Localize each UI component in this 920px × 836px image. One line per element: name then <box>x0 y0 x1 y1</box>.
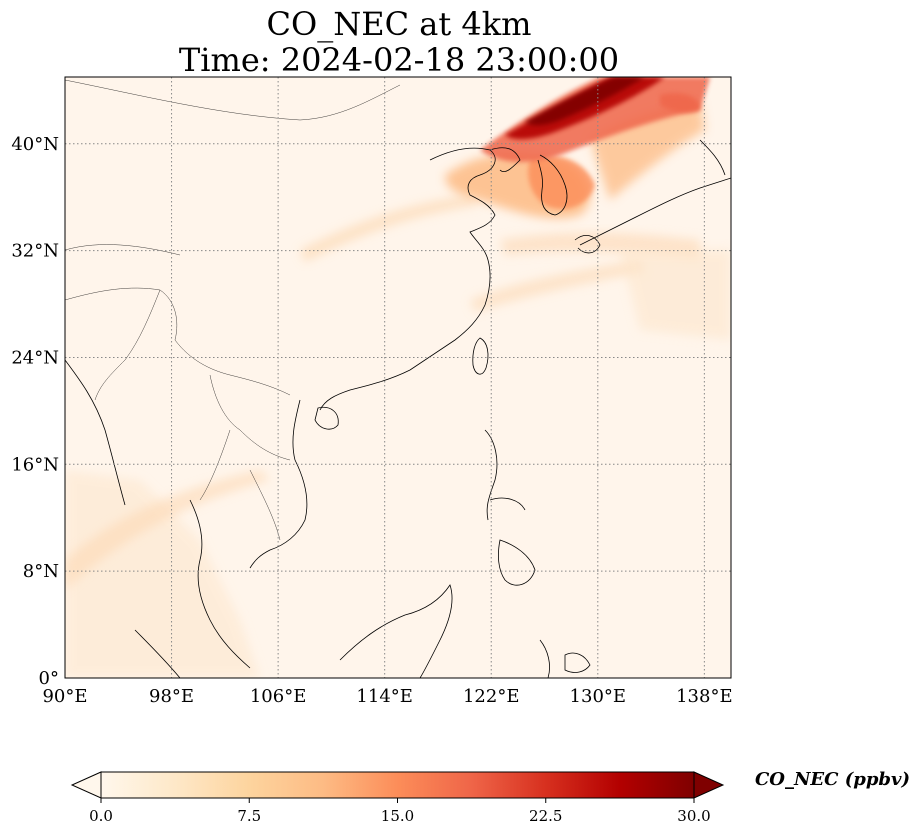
plume-pacific-diffuse <box>620 250 731 340</box>
lat-tick-label: 8°N <box>23 561 59 582</box>
colorbar-tick-label: 7.5 <box>237 807 261 825</box>
colorbar-label: CO_NEC (ppbv) <box>754 769 910 790</box>
coast-china <box>319 147 496 411</box>
country-borders <box>65 79 401 541</box>
lon-tick-label: 138°E <box>676 686 733 707</box>
coast-sulawesi <box>539 639 550 678</box>
lat-tick-label: 40°N <box>11 134 59 155</box>
plume-southwest-haze <box>65 470 260 678</box>
coast-hokkaido <box>699 139 726 176</box>
coast-luzon <box>484 429 498 521</box>
lon-tick-label: 130°E <box>570 686 627 707</box>
colorbar-tick-label: 22.5 <box>529 807 562 825</box>
lon-tick-label: 98°E <box>149 686 194 707</box>
coast-visayas <box>489 497 526 511</box>
colorbar: 0.0 7.5 15.0 22.5 30.0 <box>70 771 725 825</box>
map-title: CO_NEC at 4km <box>266 5 532 43</box>
lon-tick-label: 90°E <box>42 686 87 707</box>
lat-tick-label: 32°N <box>11 241 59 262</box>
colorbar-extend-left <box>70 771 102 799</box>
lat-tick-label: 0° <box>39 668 59 689</box>
plume-east-sea-band <box>470 260 645 312</box>
colorbar-tick-label: 30.0 <box>677 807 710 825</box>
plume-manchuria-outer <box>480 77 710 162</box>
coast-newguinea <box>564 652 591 673</box>
coast-borneo <box>339 584 453 678</box>
gridlines <box>65 77 731 678</box>
lon-tick-label: 114°E <box>356 686 413 707</box>
coast-myanmar <box>65 359 126 506</box>
coast-japan <box>579 177 731 246</box>
coastlines <box>65 139 731 678</box>
map-subtitle-time: Time: 2024-02-18 23:00:00 <box>178 41 620 79</box>
coast-thailand <box>189 499 251 669</box>
coast-japan-kyushu <box>574 235 601 254</box>
coast-taiwan <box>472 337 489 375</box>
coast-bohai <box>489 147 521 173</box>
plume-northeast-patch <box>660 93 700 113</box>
coast-sumatra <box>134 629 181 678</box>
colorbar-tick-label: 0.0 <box>89 807 113 825</box>
plume-korea-core <box>528 156 595 209</box>
lat-tick-labels: 0° 8°N 16°N 24°N 32°N 40°N <box>11 134 59 689</box>
coast-korea <box>537 154 568 216</box>
coast-hainan <box>314 406 339 430</box>
plume-central-china-band <box>300 195 480 262</box>
lon-tick-label: 106°E <box>250 686 307 707</box>
co-concentration-field <box>65 77 731 678</box>
colorbar-extend-right <box>693 771 725 799</box>
lat-tick-label: 16°N <box>11 454 59 475</box>
plume-west-band <box>65 470 270 590</box>
coast-mindanao <box>498 539 536 586</box>
lat-tick-label: 24°N <box>11 347 59 368</box>
lon-tick-labels: 90°E 98°E 106°E 114°E 122°E 130°E 138°E <box>42 686 732 707</box>
lon-tick-label: 122°E <box>463 686 520 707</box>
colorbar-gradient <box>100 771 695 799</box>
map-frame <box>64 76 732 679</box>
colorbar-ticks: 0.0 7.5 15.0 22.5 30.0 <box>89 798 711 825</box>
colorbar-tick-label: 15.0 <box>381 807 414 825</box>
coast-vietnam <box>249 399 308 569</box>
plume-manchuria-core <box>525 77 645 126</box>
